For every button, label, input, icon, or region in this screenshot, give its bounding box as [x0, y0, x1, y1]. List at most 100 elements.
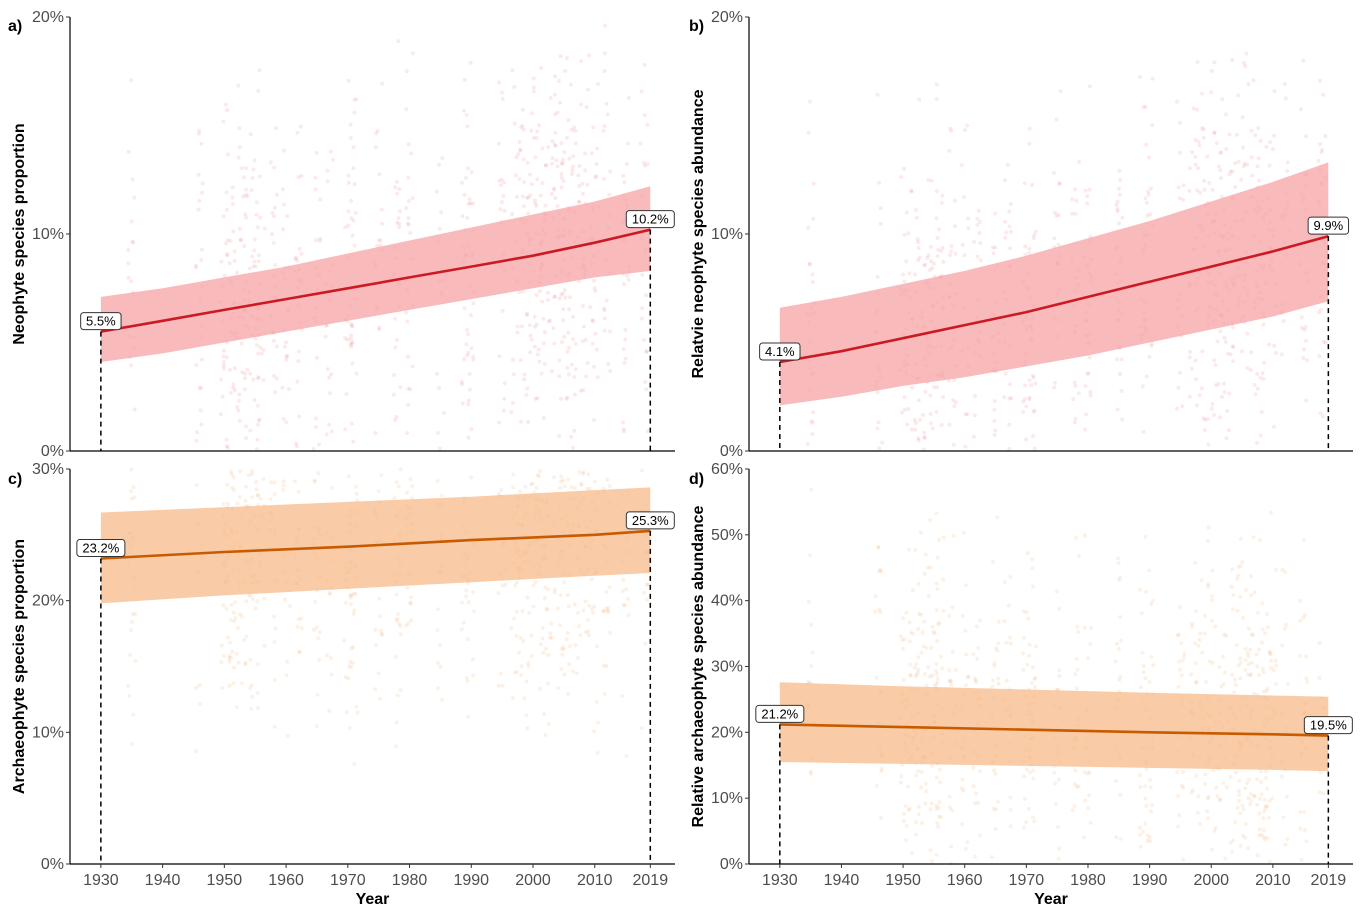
observation-point — [394, 480, 399, 485]
observation-point — [1233, 820, 1238, 825]
x-tick-label: 1940 — [824, 872, 860, 889]
observation-point — [1143, 196, 1148, 201]
observation-point — [343, 427, 348, 432]
observation-point — [992, 419, 997, 423]
observation-point — [1230, 344, 1235, 349]
observation-point — [1190, 621, 1195, 626]
observation-point — [1209, 598, 1214, 603]
observation-point — [409, 151, 414, 156]
observation-point — [1254, 652, 1259, 657]
observation-point — [1193, 154, 1198, 159]
observation-point — [1255, 802, 1260, 807]
observation-point — [916, 398, 921, 403]
observation-point — [569, 127, 574, 132]
observation-point — [928, 518, 932, 523]
observation-point — [528, 333, 533, 338]
observation-point — [1300, 325, 1304, 330]
observation-point — [516, 650, 521, 655]
observation-point — [581, 191, 585, 196]
observation-point — [238, 238, 243, 243]
observation-point — [1259, 409, 1264, 414]
observation-point — [380, 81, 385, 86]
observation-point — [930, 673, 935, 678]
observation-point — [194, 483, 199, 488]
observation-point — [500, 97, 505, 101]
observation-point — [1143, 796, 1148, 801]
observation-point — [550, 156, 555, 161]
observation-point — [469, 346, 474, 351]
observation-point — [397, 621, 402, 626]
observation-point — [553, 74, 558, 79]
observation-point — [557, 434, 562, 439]
observation-point — [1298, 810, 1303, 814]
observation-point — [949, 128, 954, 133]
observation-point — [232, 366, 237, 371]
observation-point — [934, 410, 939, 414]
observation-point — [285, 733, 290, 738]
observation-point — [558, 54, 563, 59]
observation-point — [1113, 659, 1118, 664]
observation-point — [1253, 794, 1257, 798]
observation-point — [313, 599, 318, 604]
observation-point — [410, 51, 415, 56]
observation-point — [926, 594, 931, 598]
observation-point — [255, 705, 260, 710]
observation-point — [1007, 422, 1012, 427]
observation-point — [1190, 624, 1194, 629]
observation-point — [535, 129, 540, 134]
observation-point — [379, 632, 384, 637]
observation-point — [1022, 181, 1027, 186]
observation-point — [513, 173, 518, 178]
callout-label: 25.3% — [632, 513, 669, 528]
observation-point — [1057, 606, 1062, 611]
observation-point — [559, 292, 564, 297]
observation-point — [1274, 350, 1278, 355]
observation-point — [995, 515, 1000, 520]
observation-point — [1027, 397, 1032, 402]
callout-label: 10.2% — [632, 212, 669, 227]
observation-point — [499, 488, 504, 493]
observation-point — [529, 111, 534, 116]
observation-point — [272, 492, 277, 497]
observation-point — [1120, 215, 1125, 220]
observation-point — [284, 420, 289, 425]
observation-point — [221, 603, 226, 608]
observation-point — [901, 677, 906, 682]
observation-point — [233, 616, 238, 620]
observation-point — [809, 419, 814, 424]
observation-point — [977, 833, 982, 838]
observation-point — [909, 189, 914, 194]
observation-point — [992, 768, 996, 773]
observation-point — [199, 141, 204, 146]
observation-point — [578, 633, 583, 637]
observation-point — [1085, 194, 1090, 199]
observation-point — [406, 386, 411, 391]
observation-point — [529, 482, 534, 487]
observation-point — [1260, 627, 1265, 632]
observation-point — [509, 626, 514, 631]
observation-point — [221, 119, 226, 124]
observation-point — [199, 422, 204, 427]
observation-point — [198, 701, 202, 706]
observation-point — [1260, 601, 1265, 606]
observation-point — [496, 591, 501, 596]
observation-point — [529, 653, 534, 658]
observation-point — [564, 396, 569, 401]
x-tick-label: 2019 — [1311, 872, 1347, 889]
observation-point — [543, 203, 548, 208]
observation-point — [393, 345, 398, 350]
observation-point — [467, 197, 472, 202]
observation-point — [464, 594, 469, 599]
observation-point — [935, 555, 940, 560]
observation-point — [938, 780, 943, 785]
observation-point — [934, 97, 939, 102]
observation-point — [1260, 640, 1265, 645]
observation-point — [1118, 792, 1123, 797]
observation-point — [559, 667, 564, 671]
observation-point — [126, 683, 131, 688]
y-axis-title: Archaeophyte species proportion — [11, 539, 28, 794]
observation-point — [552, 294, 557, 299]
observation-point — [394, 592, 399, 597]
observation-point — [346, 180, 351, 185]
observation-point — [394, 744, 399, 749]
